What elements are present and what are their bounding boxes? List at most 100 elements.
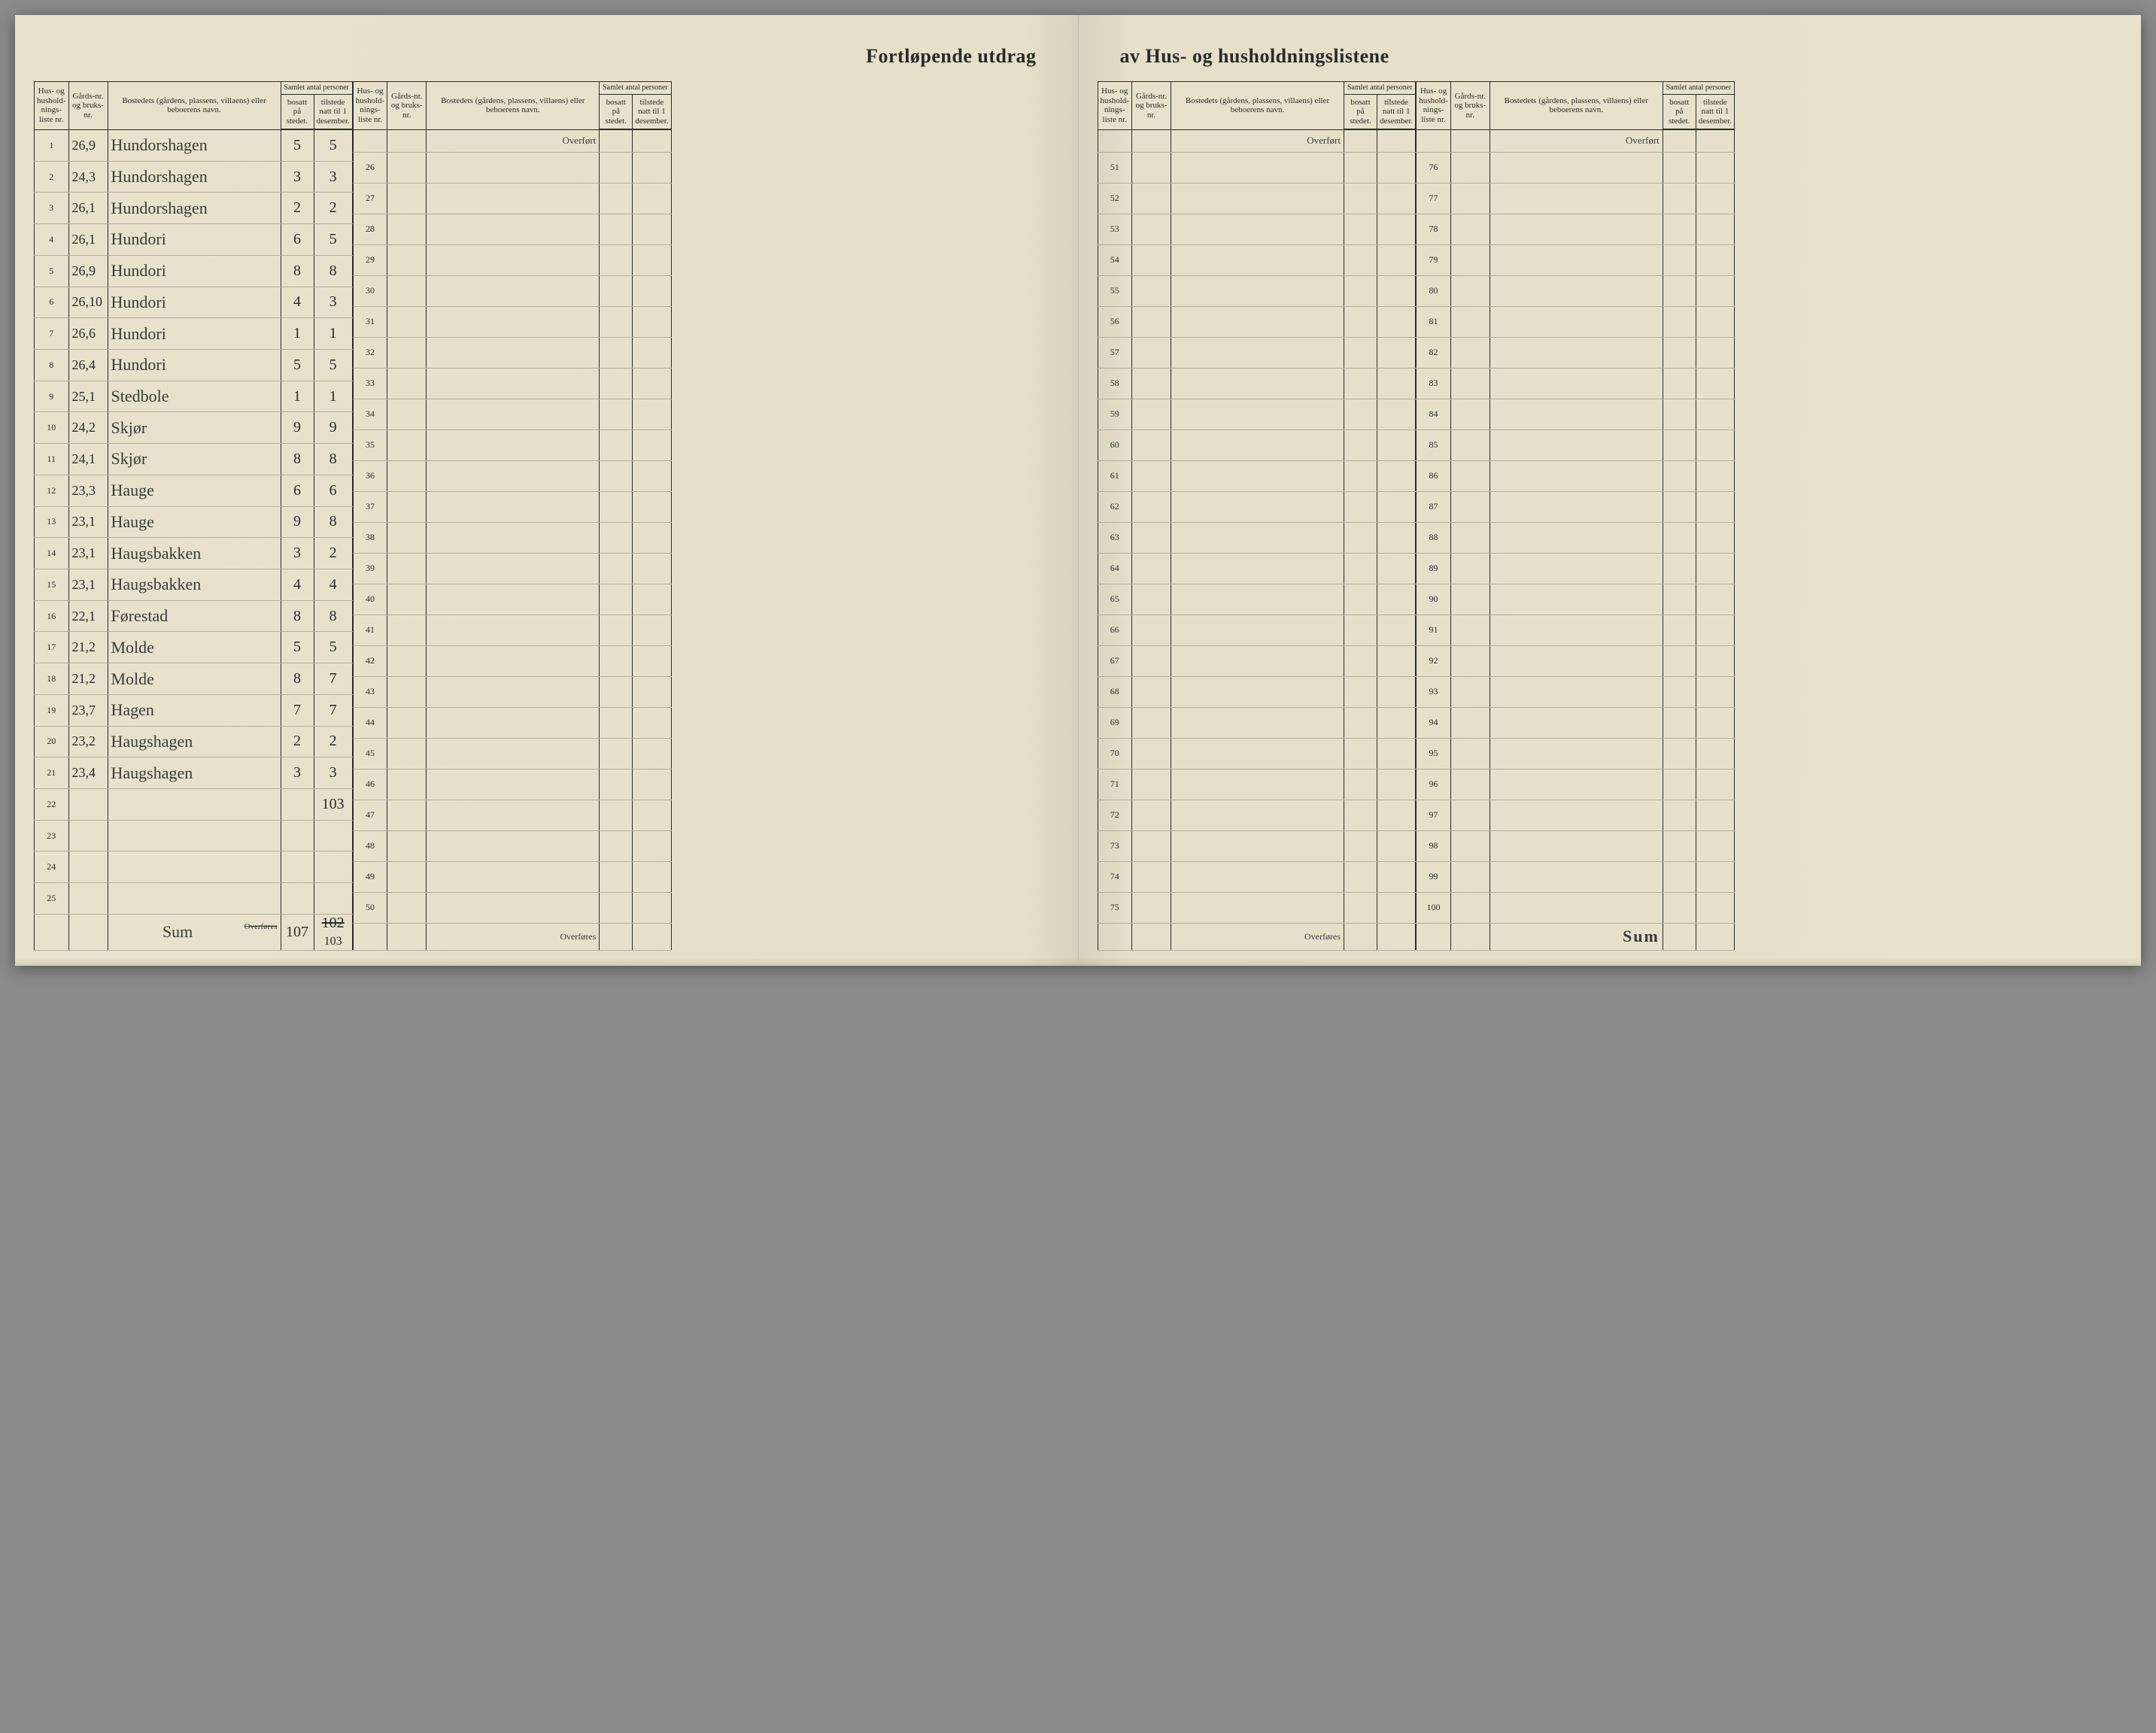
cell-bosted: [1171, 275, 1344, 306]
cell-tilstede: [1377, 429, 1416, 460]
cell-bosatt: [1344, 522, 1377, 553]
cell-bosted: Hundori: [108, 255, 281, 287]
cell-tilstede: [633, 707, 671, 738]
cell-gardsnr: 26,1: [68, 224, 108, 256]
row-number: 16: [35, 600, 69, 632]
cell-gardsnr: [1450, 429, 1489, 460]
cell-gardsnr: [1132, 460, 1171, 491]
cell-gardsnr: [387, 522, 427, 553]
cell-bosted: [1489, 368, 1663, 399]
cell-gardsnr: 22,1: [68, 600, 108, 632]
cell-bosatt: [1344, 861, 1377, 892]
cell-tilstede: [1696, 676, 1734, 707]
table-c: Hus- og hushold-nings-liste nr. Gårds-nr…: [1098, 81, 1417, 951]
row-number: 43: [353, 676, 387, 707]
row-number: 63: [1098, 522, 1132, 553]
cell-gardsnr: [1450, 553, 1489, 584]
cell-bosted: [1171, 491, 1344, 522]
cell-bosted: [427, 769, 600, 800]
cell-bosted: Hundorshagen: [108, 193, 281, 224]
cell-bosatt: [1344, 399, 1377, 429]
cell-bosatt: 4: [281, 287, 314, 318]
cell-gardsnr: [1450, 129, 1489, 152]
cell-tilstede: [1696, 429, 1734, 460]
table-row: 93: [1417, 676, 1735, 707]
row-number: 49: [353, 861, 387, 892]
cell-gardsnr: [387, 923, 427, 950]
col-samlet: Samlet antal personer: [281, 82, 352, 95]
table-row: 90: [1417, 584, 1735, 615]
row-number: 80: [1417, 275, 1451, 306]
table-row: 75: [1098, 892, 1416, 923]
cell-bosatt: [600, 214, 633, 244]
col-liste: Hus- og hushold-nings-liste nr.: [1417, 82, 1451, 130]
cell-bosatt: [600, 306, 633, 337]
table-row: 326,1Hundorshagen22: [35, 193, 353, 224]
table-row: 71: [1098, 769, 1416, 800]
cell-bosted: [427, 522, 600, 553]
table-row: 40: [353, 584, 671, 615]
cell-bosatt: [1663, 399, 1696, 429]
cell-tilstede: [1696, 129, 1734, 152]
cell-tilstede: [1696, 491, 1734, 522]
cell-gardsnr: [387, 129, 427, 152]
row-number: 8: [35, 349, 69, 381]
cell-gardsnr: [387, 368, 427, 399]
cell-bosted: [108, 789, 281, 821]
cell-bosatt: 6: [281, 224, 314, 256]
row-number: [1417, 129, 1451, 152]
cell-bosted: [427, 738, 600, 769]
cell-tilstede: [633, 214, 671, 244]
row-number: 11: [35, 444, 69, 475]
cell-gardsnr: [387, 214, 427, 244]
cell-bosatt: [1663, 275, 1696, 306]
table-row: 82: [1417, 337, 1735, 368]
cell-gardsnr: [387, 738, 427, 769]
col-tilstede: tilstede natt til 1 desember.: [314, 94, 352, 129]
row-number: 33: [353, 368, 387, 399]
cell-bosatt: 1: [281, 318, 314, 350]
cell-gardsnr: [1450, 244, 1489, 275]
cell-tilstede: [1696, 337, 1734, 368]
table-row: 72: [1098, 800, 1416, 830]
row-number: 61: [1098, 460, 1132, 491]
overfort-row: Overført: [353, 129, 671, 152]
cell-bosted: [427, 553, 600, 584]
row-number: 72: [1098, 800, 1132, 830]
row-number: 84: [1417, 399, 1451, 429]
cell-bosatt: [600, 399, 633, 429]
cell-gardsnr: [1132, 429, 1171, 460]
row-number: 19: [35, 694, 69, 726]
cell-bosatt: [600, 676, 633, 707]
cell-bosatt: 8: [281, 600, 314, 632]
cell-bosatt: [1344, 491, 1377, 522]
cell-tilstede: [1377, 129, 1416, 152]
cell-gardsnr: 23,1: [68, 506, 108, 538]
cell-gardsnr: [1132, 368, 1171, 399]
cell-gardsnr: [1132, 892, 1171, 923]
cell-gardsnr: [387, 676, 427, 707]
right-page: av Hus- og husholdningslistene Hus- og h…: [1079, 15, 2142, 966]
table-row: 84: [1417, 399, 1735, 429]
cell-tilstede: [633, 129, 671, 152]
row-number: 65: [1098, 584, 1132, 615]
cell-bosted: Hundori: [108, 287, 281, 318]
cell-bosatt: [600, 923, 633, 950]
cell-tilstede: [1377, 676, 1416, 707]
footer-label: Overføres: [1171, 923, 1344, 950]
cell-bosatt: [1663, 738, 1696, 769]
table-row: 39: [353, 553, 671, 584]
table-row: 29: [353, 244, 671, 275]
cell-bosted: [1489, 306, 1663, 337]
cell-bosatt: [600, 244, 633, 275]
overfort-row: Overført: [1417, 129, 1735, 152]
cell-bosted: [1171, 830, 1344, 861]
cell-tilstede: [1377, 800, 1416, 830]
cell-tilstede: [633, 399, 671, 429]
cell-bosatt: [1344, 645, 1377, 676]
cell-gardsnr: [68, 820, 108, 851]
cell-gardsnr: [1132, 214, 1171, 244]
row-number: 29: [353, 244, 387, 275]
table-row: 62: [1098, 491, 1416, 522]
row-number: [1417, 923, 1451, 950]
